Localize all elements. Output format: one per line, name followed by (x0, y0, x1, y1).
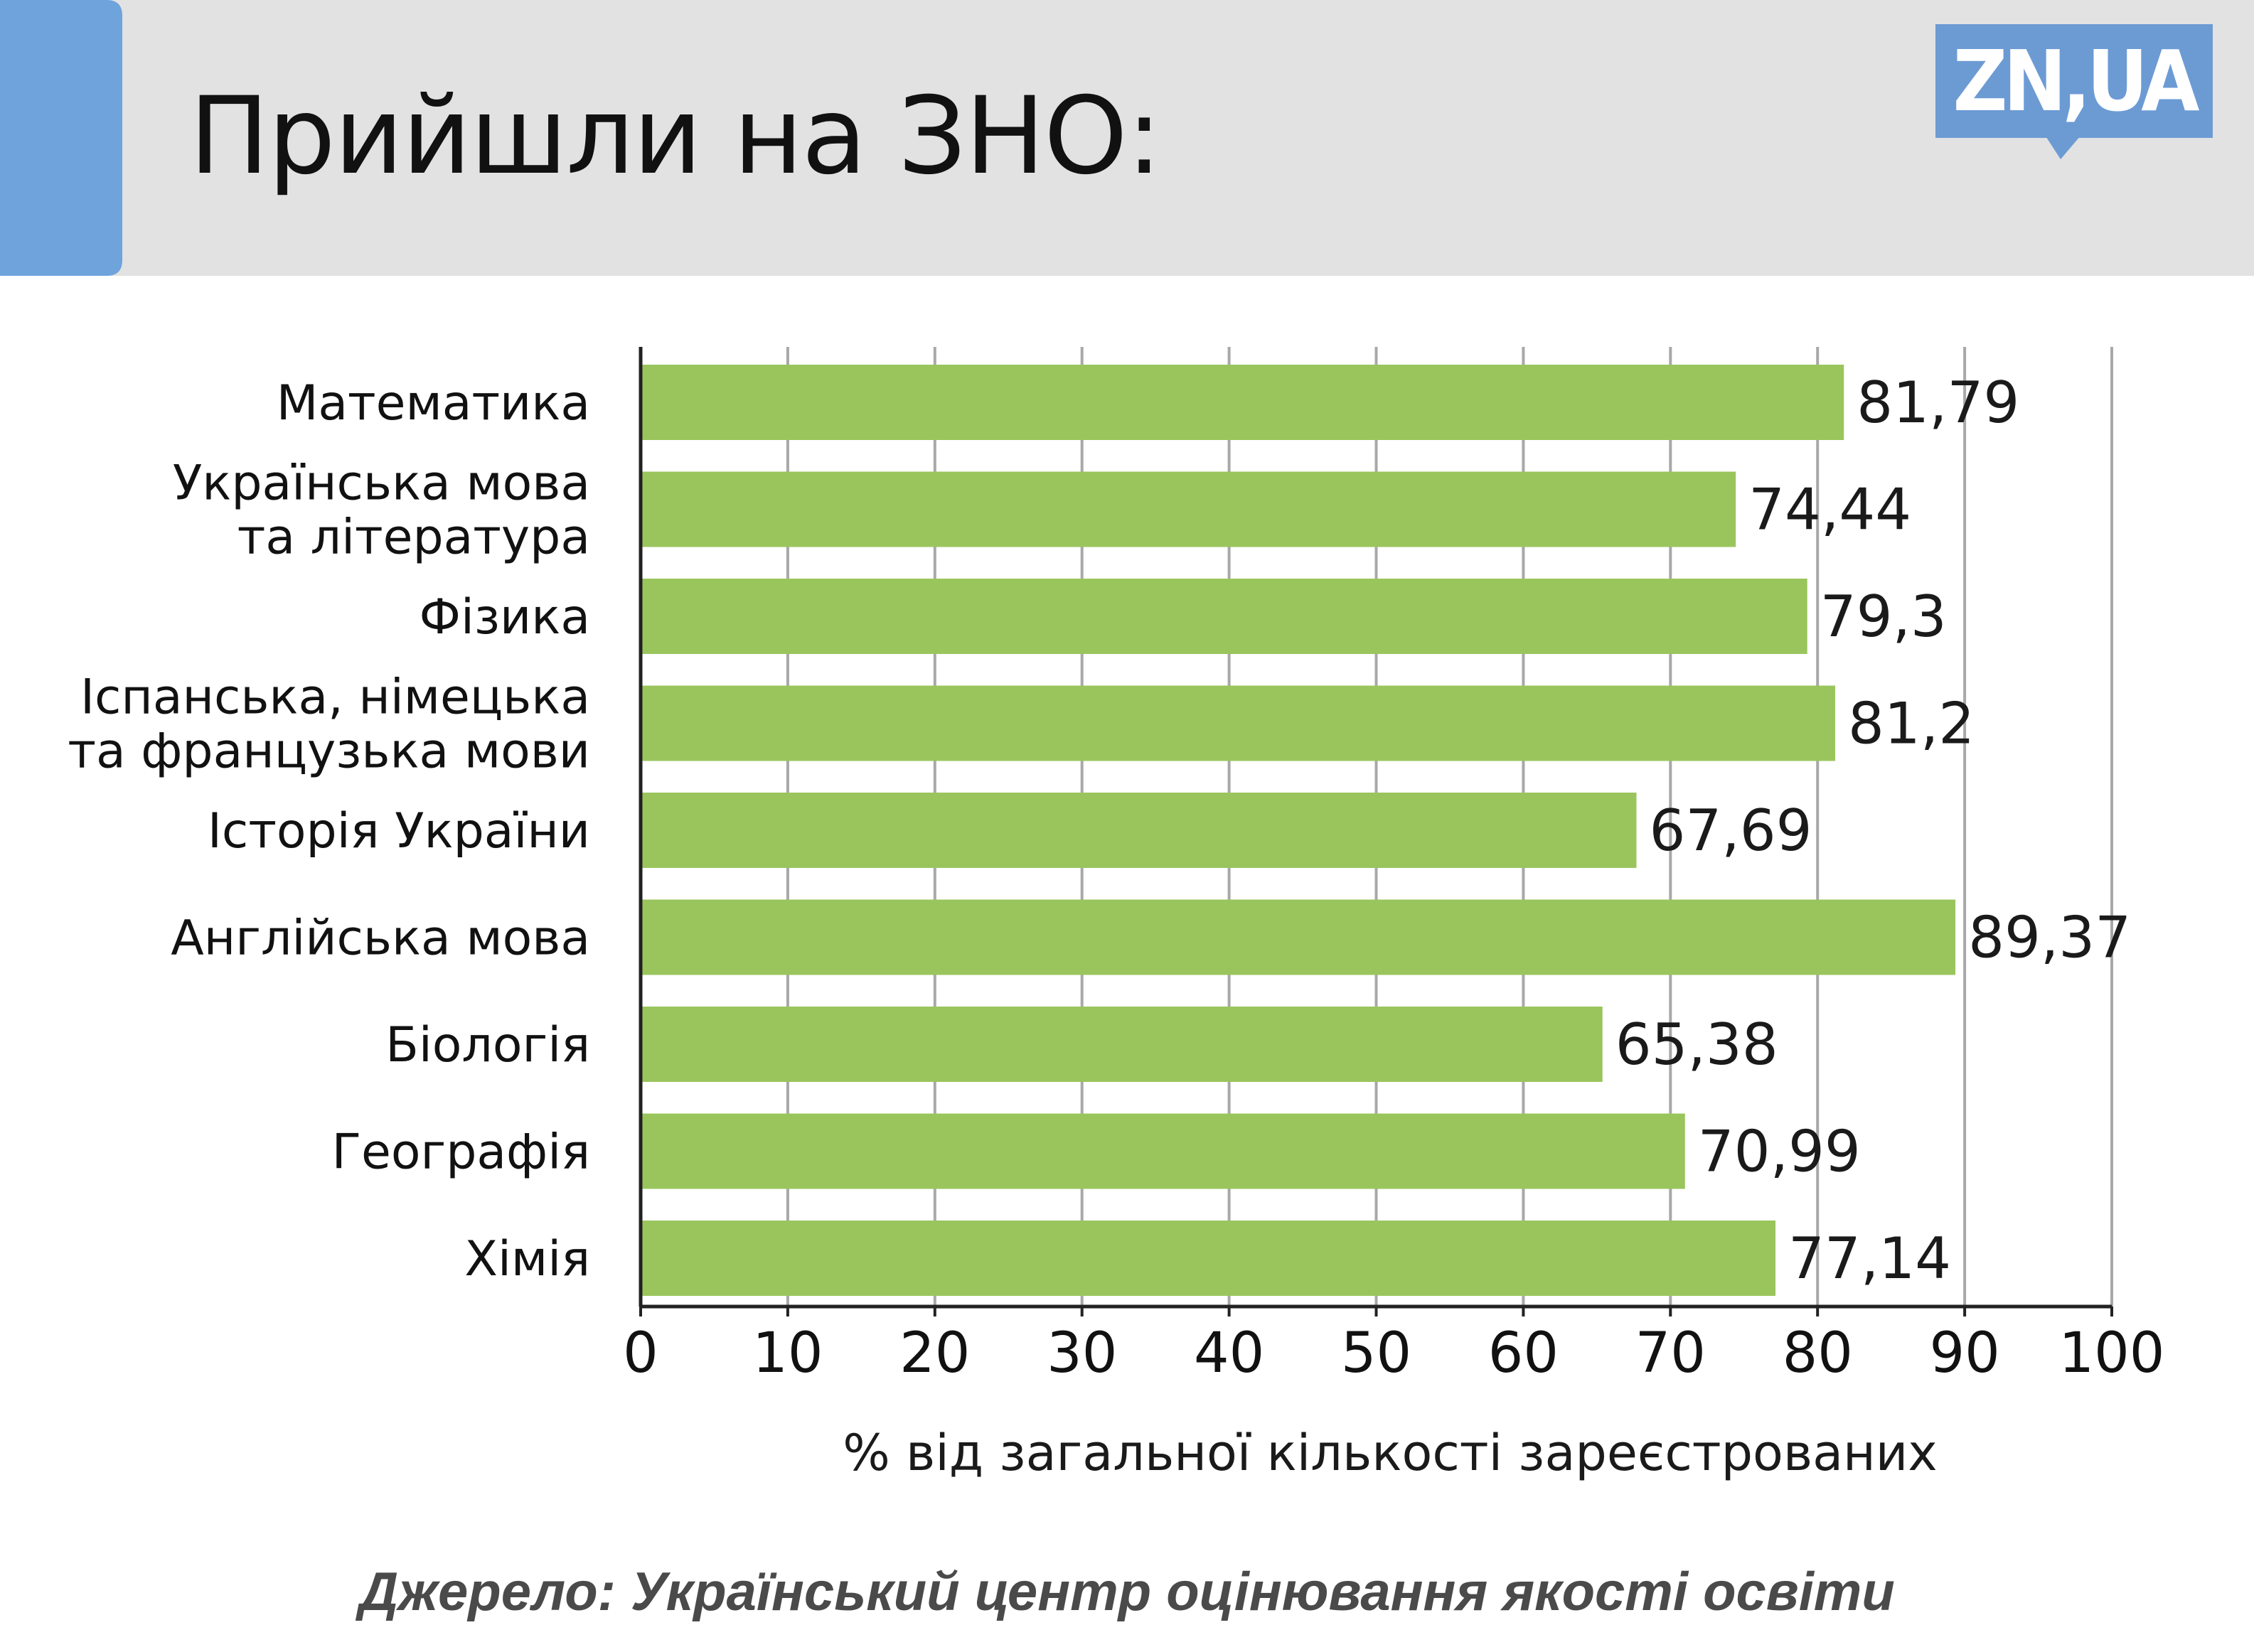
x-tick-label: 20 (899, 1321, 970, 1385)
category-label: Біологія (385, 1017, 590, 1073)
data-label: 67,69 (1650, 798, 1812, 864)
category-label: Англійська мова (171, 911, 590, 967)
bar (641, 1221, 1776, 1296)
data-label: 77,14 (1788, 1225, 1951, 1292)
x-tick-label: 10 (752, 1321, 823, 1385)
bar (641, 1113, 1685, 1189)
category-label: Фізика (419, 589, 590, 645)
x-tick-label: 60 (1488, 1321, 1559, 1385)
logo-box (1935, 24, 2213, 138)
category-label: Математика (277, 375, 590, 431)
data-label: 79,3 (1820, 584, 1947, 650)
data-label: 74,44 (1748, 477, 1911, 543)
x-tick-label: 40 (1194, 1321, 1264, 1385)
bar (641, 365, 1844, 440)
page-title: Прийшли на ЗНО: (189, 75, 1163, 198)
data-label: 70,99 (1698, 1119, 1861, 1185)
x-tick-label: 100 (2059, 1321, 2165, 1385)
bar (641, 899, 1956, 975)
x-tick-label: 30 (1047, 1321, 1117, 1385)
bar (641, 685, 1836, 761)
data-label: 65,38 (1615, 1012, 1778, 1078)
x-tick-label: 0 (623, 1321, 658, 1385)
category-label: Українська мова (173, 456, 590, 512)
zn-ua-logo: ZN,UA (1935, 24, 2213, 159)
bar (641, 1007, 1603, 1082)
x-axis-title: % від загальної кількості зареєстрованих (843, 1424, 1937, 1482)
x-tick-label: 90 (1929, 1321, 1999, 1385)
bar (641, 579, 1807, 654)
header-banner: Прийшли на ЗНО: ZN,UA (0, 0, 2254, 276)
category-label: Історія України (208, 803, 590, 859)
category-label: Географія (332, 1125, 590, 1181)
data-label: 89,37 (1968, 905, 2131, 971)
logo-text: ZN,UA (1953, 32, 2200, 130)
logo-tail (2042, 131, 2085, 159)
data-label: 81,79 (1857, 370, 2019, 436)
accent-tab (0, 0, 122, 276)
bar (641, 793, 1637, 868)
x-tick-label: 70 (1635, 1321, 1706, 1385)
data-label: 81,2 (1848, 691, 1975, 757)
x-tick-label: 50 (1341, 1321, 1411, 1385)
category-label: Іспанська, німецька (80, 670, 590, 726)
category-label: та література (237, 510, 590, 566)
source-note: Джерело: Український центр оцінювання як… (359, 1562, 1895, 1622)
x-tick-label: 80 (1783, 1321, 1853, 1385)
category-label: та французька мови (68, 724, 590, 780)
bar (641, 471, 1736, 547)
category-label: Хімія (464, 1231, 590, 1287)
